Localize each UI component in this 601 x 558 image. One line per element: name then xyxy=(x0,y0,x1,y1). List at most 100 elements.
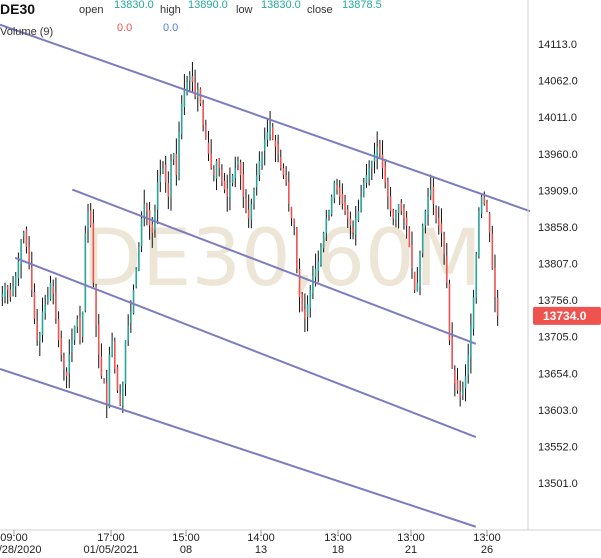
x-tick-time: 14:00 xyxy=(247,532,275,544)
candle-body xyxy=(60,337,63,355)
candle-body xyxy=(298,269,301,298)
low-label: low xyxy=(236,4,253,16)
candle-body xyxy=(269,125,271,136)
candle-body xyxy=(437,218,440,226)
candle-body xyxy=(373,153,376,162)
candle-body xyxy=(416,282,419,292)
candle-body xyxy=(148,209,151,226)
candle-body xyxy=(392,210,395,219)
candle-body xyxy=(293,218,295,226)
candle-body xyxy=(357,211,360,221)
candle-body xyxy=(419,254,421,287)
y-tick-label: 13501.0 xyxy=(538,478,578,490)
candle-body xyxy=(491,233,494,269)
candle-body xyxy=(105,383,108,405)
candle-body xyxy=(180,103,183,135)
candle-body xyxy=(167,183,170,197)
channel-lines-layer xyxy=(0,23,531,528)
candle-body xyxy=(475,254,478,299)
open-label: open xyxy=(79,4,103,16)
candle-body xyxy=(387,180,389,197)
candle-body xyxy=(258,160,261,176)
candle-body xyxy=(130,311,132,323)
candle-body xyxy=(207,142,210,154)
candle-body xyxy=(188,74,191,81)
candle-body xyxy=(451,337,453,369)
candle-body xyxy=(483,196,486,204)
candle-body xyxy=(424,211,427,226)
high-value: 13890.0 xyxy=(188,0,228,11)
candle-body xyxy=(250,203,253,220)
candle-body xyxy=(162,168,164,173)
trend-channel-line[interactable] xyxy=(0,23,531,213)
volume-label: Volume (9) xyxy=(0,26,53,38)
candle-body xyxy=(49,282,52,300)
y-axis-ticks: 14113.0 14062.0 14011.0 13960.0 13909.0 13858… xyxy=(538,39,578,490)
x-tick-date: 13 xyxy=(255,544,267,556)
last-price-badge: 13734.0 xyxy=(533,306,601,325)
candle-body xyxy=(362,182,365,198)
candle-body xyxy=(365,175,368,183)
candle-body xyxy=(135,268,138,288)
candle-body xyxy=(4,286,6,297)
trend-channel-line[interactable] xyxy=(14,256,477,439)
candle-body xyxy=(360,196,362,212)
x-tick-time: 09:00 xyxy=(0,532,28,544)
candle-body xyxy=(28,246,30,265)
candles-layer xyxy=(1,61,499,419)
candle-body xyxy=(234,168,237,178)
candle-body xyxy=(218,158,221,169)
y-tick-label: 14113.0 xyxy=(538,39,577,51)
x-tick-time: 13:00 xyxy=(324,532,352,544)
candle-body xyxy=(336,185,338,190)
y-tick-label: 13909.0 xyxy=(538,185,578,197)
candle-body xyxy=(427,196,429,215)
candle-body xyxy=(81,311,84,337)
candle-body xyxy=(100,356,103,377)
candle-body xyxy=(288,181,290,204)
x-tick-time: 15:00 xyxy=(172,532,200,544)
candle-body xyxy=(239,162,242,176)
low-value: 13830.0 xyxy=(261,0,301,11)
candle-body xyxy=(253,189,255,204)
candle-body xyxy=(95,286,97,326)
x-tick-time: 17:00 xyxy=(97,532,125,544)
y-tick-label: 13705.0 xyxy=(538,332,578,344)
candle-body xyxy=(478,211,480,256)
candle-body xyxy=(103,379,105,384)
candle-body xyxy=(242,174,245,197)
candle-body xyxy=(405,217,408,226)
candle-body xyxy=(20,239,22,264)
candle-body xyxy=(6,286,9,291)
candle-body xyxy=(266,132,269,140)
symbol-label: DE30 xyxy=(0,1,35,17)
candle-body xyxy=(368,168,370,179)
candle-body xyxy=(84,232,87,311)
candle-body xyxy=(210,153,212,169)
candle-body xyxy=(317,261,320,272)
candle-body xyxy=(113,341,116,369)
candle-body xyxy=(55,292,57,319)
candle-body xyxy=(175,153,178,176)
x-tick-date: 21 xyxy=(405,544,417,556)
candle-body xyxy=(159,175,162,183)
candle-body xyxy=(352,228,354,233)
close-value: 13878.5 xyxy=(342,0,382,11)
candle-body xyxy=(338,187,341,197)
close-label: close xyxy=(307,4,333,16)
y-tick-label: 13654.0 xyxy=(538,368,578,380)
candle-body xyxy=(39,333,41,342)
trend-channel-line[interactable] xyxy=(0,367,477,528)
candle-body xyxy=(486,202,488,212)
candle-body xyxy=(443,234,445,255)
candle-body xyxy=(322,232,325,249)
candle-body xyxy=(421,225,424,254)
candle-body xyxy=(63,356,65,369)
trend-channel-line[interactable] xyxy=(71,188,477,345)
candle-body xyxy=(178,132,180,178)
candle-body xyxy=(346,209,349,219)
high-label: high xyxy=(160,4,181,16)
candle-body xyxy=(237,160,239,165)
